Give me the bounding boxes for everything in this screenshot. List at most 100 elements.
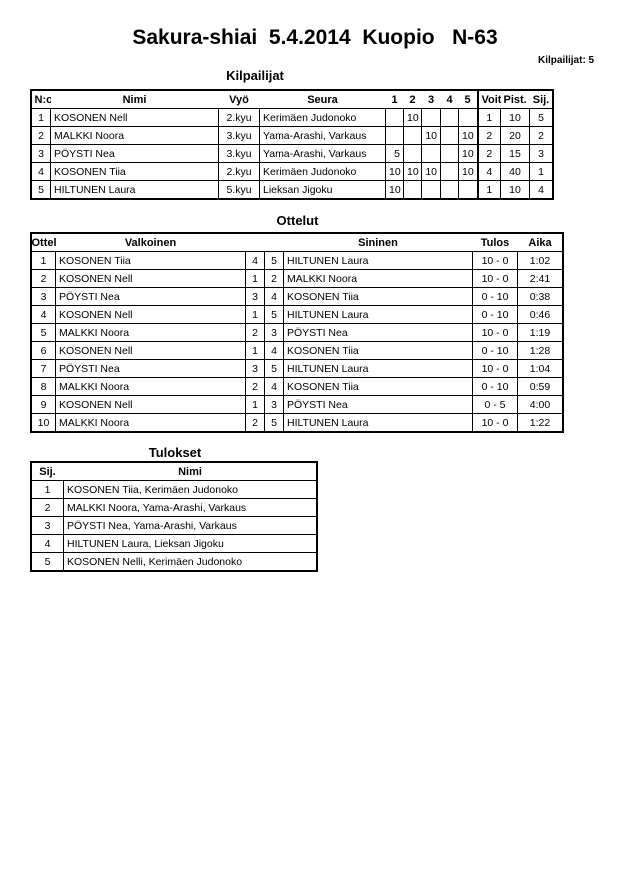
- table-cell: 10: [458, 126, 478, 145]
- table-cell: Yama-Arashi, Varkaus: [259, 126, 386, 145]
- column-header: Sij.: [529, 90, 553, 109]
- table-row: 5 KOSONEN Nelli, Kerimäen Judonoko: [31, 552, 317, 571]
- table-cell: 40: [500, 162, 530, 181]
- table-cell: 3: [31, 516, 64, 535]
- table-cell: [440, 144, 459, 163]
- table-cell: 10: [500, 180, 530, 199]
- table-cell: 10 - 0: [472, 413, 518, 432]
- table-cell: 3: [264, 323, 284, 342]
- table-cell: 8: [31, 377, 56, 396]
- table-cell: 2: [476, 126, 501, 145]
- table-cell: 4: [31, 534, 64, 553]
- column-header: [264, 233, 284, 252]
- table-cell: Lieksan Jigoku: [259, 180, 386, 199]
- table-cell: 5: [264, 251, 284, 270]
- table-cell: KOSONEN Nell: [55, 341, 246, 360]
- table-cell: 1: [245, 305, 265, 324]
- table-cell: KOSONEN Nelli, Kerimäen Judonoko: [63, 552, 317, 571]
- table-cell: 1: [476, 108, 501, 127]
- column-header: 1: [385, 90, 404, 109]
- table-cell: 10: [385, 162, 404, 181]
- table-cell: 2.kyu: [218, 162, 260, 181]
- table-cell: 1: [31, 251, 56, 270]
- table-cell: 10: [403, 162, 422, 181]
- table-cell: PÖYSTI Nea: [283, 323, 473, 342]
- table-cell: HILTUNEN Laura: [283, 359, 473, 378]
- table-cell: 4: [264, 341, 284, 360]
- table-cell: 10: [31, 413, 56, 432]
- column-header: 2: [403, 90, 422, 109]
- table-cell: 5: [31, 180, 51, 199]
- table-cell: [440, 162, 459, 181]
- table-cell: 0 - 10: [472, 305, 518, 324]
- table-cell: 2: [245, 413, 265, 432]
- matches-table: OtteluValkoinenSininenTulosAika1KOSONEN …: [30, 232, 564, 433]
- column-header: 3: [421, 90, 441, 109]
- table-cell: 2:41: [517, 269, 563, 288]
- column-header: Pist.: [500, 90, 530, 109]
- table-cell: [421, 144, 441, 163]
- table-cell: 4:00: [517, 395, 563, 414]
- column-header: Vyö: [218, 90, 260, 109]
- table-cell: 5: [31, 323, 56, 342]
- table-cell: 20: [500, 126, 530, 145]
- table-row: 10 MALKKI Noora 2 5 HILTUNEN Laura 10 - 0 1:22: [31, 413, 563, 432]
- table-cell: HILTUNEN Laura: [50, 180, 219, 199]
- table-row: 1 KOSONEN Nell 2.kyu Kerimäen Judonoko 10 1 10…: [31, 108, 553, 127]
- table-cell: 4: [529, 180, 553, 199]
- table-cell: [403, 126, 422, 145]
- table-cell: HILTUNEN Laura: [283, 413, 473, 432]
- table-cell: HILTUNEN Laura: [283, 251, 473, 270]
- table-cell: 7: [31, 359, 56, 378]
- table-cell: 4: [31, 162, 51, 181]
- table-cell: 2: [31, 269, 56, 288]
- table-cell: 6: [31, 341, 56, 360]
- table-row: 2 KOSONEN Nell 1 2 MALKKI Noora 10 - 0 2:41: [31, 269, 563, 288]
- table-cell: KOSONEN Tiia: [50, 162, 219, 181]
- table-row: 1 KOSONEN Tiia 4 5 HILTUNEN Laura 10 - 0 1:02: [31, 251, 563, 270]
- table-cell: MALKKI Noora, Yama-Arashi, Varkaus: [63, 498, 317, 517]
- column-header: [245, 233, 265, 252]
- table-row: 4 HILTUNEN Laura, Lieksan Jigoku: [31, 534, 317, 553]
- table-cell: 10: [421, 162, 441, 181]
- column-header: Valkoinen: [55, 233, 246, 252]
- results-table: Sij. Nimi 1 KOSONEN Tiia, Kerimäen Judonoko…: [30, 461, 318, 572]
- table-row: 7 PÖYSTI Nea 3 5 HILTUNEN Laura 10 - 0 1:04: [31, 359, 563, 378]
- table-cell: KOSONEN Nell: [55, 269, 246, 288]
- column-header: Sininen: [283, 233, 473, 252]
- column-header: Aika: [517, 233, 563, 252]
- table-cell: 0 - 10: [472, 287, 518, 306]
- table-cell: KOSONEN Tiia: [55, 251, 246, 270]
- table-row: 9 KOSONEN Nell 1 3 PÖYSTI Nea 0 - 5 4:00: [31, 395, 563, 414]
- table-cell: 2: [476, 144, 501, 163]
- column-header: Tulos: [472, 233, 518, 252]
- table-cell: 2: [31, 126, 51, 145]
- table-cell: PÖYSTI Nea, Yama-Arashi, Varkaus: [63, 516, 317, 535]
- table-row: 5 HILTUNEN Laura 5.kyu Lieksan Jigoku 10 1 10 4: [31, 180, 553, 199]
- column-header: Voit.: [476, 90, 501, 109]
- table-cell: [403, 144, 422, 163]
- table-cell: KOSONEN Tiia, Kerimäen Judonoko: [63, 480, 317, 499]
- table-cell: MALKKI Noora: [55, 413, 246, 432]
- table-cell: 1: [245, 395, 265, 414]
- table-cell: 3: [245, 287, 265, 306]
- competitors-table: N:oNimiVyöSeura12345Voit.Pist.Sij.1KOSON…: [30, 89, 554, 200]
- table-cell: 2: [245, 377, 265, 396]
- column-header: 4: [440, 90, 459, 109]
- column-header: 5: [458, 90, 478, 109]
- table-cell: PÖYSTI Nea: [283, 395, 473, 414]
- table-cell: 10: [385, 180, 404, 199]
- table-cell: Kerimäen Judonoko: [259, 108, 386, 127]
- table-cell: 4: [264, 287, 284, 306]
- column-header: Nimi: [50, 90, 219, 109]
- table-row: 6 KOSONEN Nell 1 4 KOSONEN Tiia 0 - 10 1:28: [31, 341, 563, 360]
- table-cell: 0:38: [517, 287, 563, 306]
- table-row: 8 MALKKI Noora 2 4 KOSONEN Tiia 0 - 10 0:59: [31, 377, 563, 396]
- page-title: Sakura-shiai 5.4.2014 Kuopio N-63: [132, 26, 498, 49]
- table-cell: 5: [264, 359, 284, 378]
- table-cell: [385, 108, 404, 127]
- table-cell: 5: [31, 552, 64, 571]
- table-cell: 10: [458, 162, 478, 181]
- table-cell: 3: [264, 395, 284, 414]
- table-row: 1 KOSONEN Tiia, Kerimäen Judonoko: [31, 480, 317, 499]
